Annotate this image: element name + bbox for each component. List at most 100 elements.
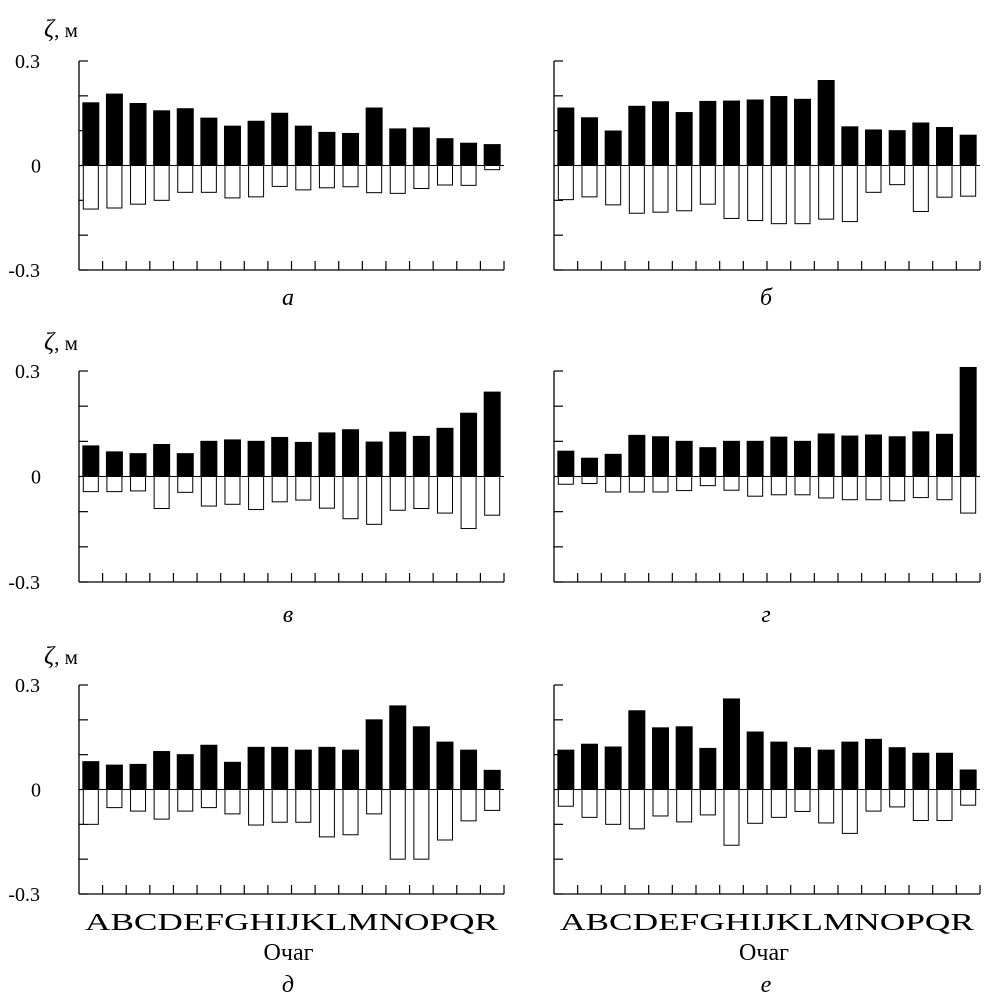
bar-min-I — [271, 789, 288, 823]
bar-max-C — [129, 102, 147, 166]
panel-label: б — [760, 285, 773, 311]
bar-min-K — [318, 789, 335, 838]
bar-min-D — [628, 789, 645, 830]
bar-max-I — [271, 436, 289, 477]
bar-max-H — [247, 440, 265, 478]
bar-min-I — [747, 476, 764, 497]
bar-max-F — [675, 440, 693, 478]
bar-max-D — [153, 443, 171, 477]
bar-min-A — [82, 165, 99, 210]
bar-min-O — [889, 165, 906, 186]
bar-max-K — [318, 131, 336, 167]
bar-min-G — [224, 789, 241, 815]
chart-panel-3: 0.3 0 -0.3 ζ, м в — [8, 329, 505, 628]
bar-max-B — [581, 117, 598, 167]
bar-max-Q — [936, 752, 953, 790]
bar-max-H — [247, 746, 265, 791]
bar-max-N — [389, 431, 407, 478]
bar-max-I — [271, 112, 289, 166]
bar-max-C — [129, 763, 147, 790]
bar-min-J — [770, 476, 787, 496]
bar-min-I — [747, 165, 764, 222]
bar-max-K — [794, 747, 811, 791]
panel-label: г — [761, 602, 770, 628]
bar-max-M — [841, 435, 859, 477]
bar-min-A — [557, 476, 574, 485]
bar-min-M — [366, 165, 383, 194]
bar-min-D — [628, 165, 645, 214]
y-axis-label: ζ, м — [44, 16, 78, 43]
bar-min-O — [413, 165, 430, 189]
x-axis-label: Очаг — [264, 940, 314, 966]
bar-min-P — [436, 789, 453, 841]
bar-max-H — [723, 100, 740, 166]
bar-min-Q — [936, 789, 953, 822]
bar-max-I — [746, 731, 764, 791]
bar-max-E — [176, 453, 194, 477]
bar-max-N — [389, 128, 407, 167]
bar-max-R — [959, 366, 977, 478]
bar-max-K — [794, 98, 811, 166]
bar-min-J — [295, 165, 312, 191]
bar-max-G — [699, 447, 717, 477]
bar-max-H — [723, 440, 740, 478]
bar-min-F — [676, 476, 693, 492]
bar-max-P — [436, 427, 454, 477]
bar-max-M — [365, 719, 383, 790]
bar-max-J — [294, 125, 312, 167]
y-tick-label: -0.3 — [8, 260, 40, 282]
panel-label: в — [283, 602, 293, 628]
bar-min-K — [794, 476, 811, 496]
bar-max-F — [675, 726, 693, 790]
bar-min-C — [130, 165, 147, 205]
bar-max-R — [483, 391, 501, 478]
bar-min-A — [82, 789, 99, 825]
bar-min-J — [770, 165, 787, 225]
bar-max-A — [82, 445, 100, 477]
bar-min-N — [389, 789, 406, 860]
bar-min-C — [130, 789, 147, 812]
y-tick-label: -0.3 — [8, 572, 40, 594]
bar-min-Q — [460, 789, 477, 822]
bar-max-E — [652, 727, 669, 790]
bar-min-H — [723, 476, 740, 491]
bar-min-P — [436, 165, 453, 186]
panel-label: а — [282, 285, 294, 311]
chart-panel-5: 0.3 0 -0.3 ζ, м ABCDEFGHIJKLMNOPQR Очаг д — [8, 643, 505, 996]
bar-min-K — [794, 789, 811, 812]
bar-max-H — [723, 698, 740, 791]
bar-max-K — [318, 432, 336, 478]
bar-min-E — [177, 789, 194, 812]
y-tick-label: 0 — [31, 780, 41, 802]
bar-max-L — [342, 749, 360, 790]
bar-min-M — [366, 789, 383, 815]
bar-min-M — [366, 476, 383, 525]
bar-min-F — [200, 789, 217, 809]
bar-max-I — [271, 746, 289, 791]
bar-min-L — [342, 789, 359, 836]
bar-max-B — [581, 743, 598, 791]
bar-min-R — [960, 789, 977, 806]
y-tick-label: 0 — [31, 467, 41, 489]
panel-label: д — [282, 972, 294, 996]
bar-max-E — [652, 436, 669, 477]
y-tick-label: 0 — [31, 156, 41, 178]
bar-min-O — [413, 789, 430, 860]
bar-max-G — [223, 439, 241, 477]
bar-min-R — [960, 165, 977, 197]
bar-min-P — [912, 789, 929, 822]
bar-min-P — [912, 165, 929, 212]
bar-min-K — [318, 165, 335, 189]
bar-min-N — [389, 165, 406, 194]
bar-min-B — [581, 165, 598, 198]
bar-max-O — [888, 436, 906, 477]
bar-min-G — [699, 789, 716, 816]
chart-panel-6: ABCDEFGHIJKLMNOPQR Очаг е — [553, 684, 981, 996]
bar-min-G — [224, 165, 241, 199]
panel-label: е — [761, 972, 772, 996]
bar-min-H — [248, 476, 265, 511]
bar-min-B — [106, 165, 123, 209]
bar-min-Q — [936, 165, 953, 198]
bar-min-F — [200, 476, 217, 507]
bar-max-M — [365, 441, 383, 477]
